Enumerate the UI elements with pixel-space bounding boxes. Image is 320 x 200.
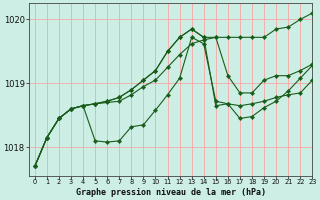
X-axis label: Graphe pression niveau de la mer (hPa): Graphe pression niveau de la mer (hPa) [76, 188, 266, 197]
